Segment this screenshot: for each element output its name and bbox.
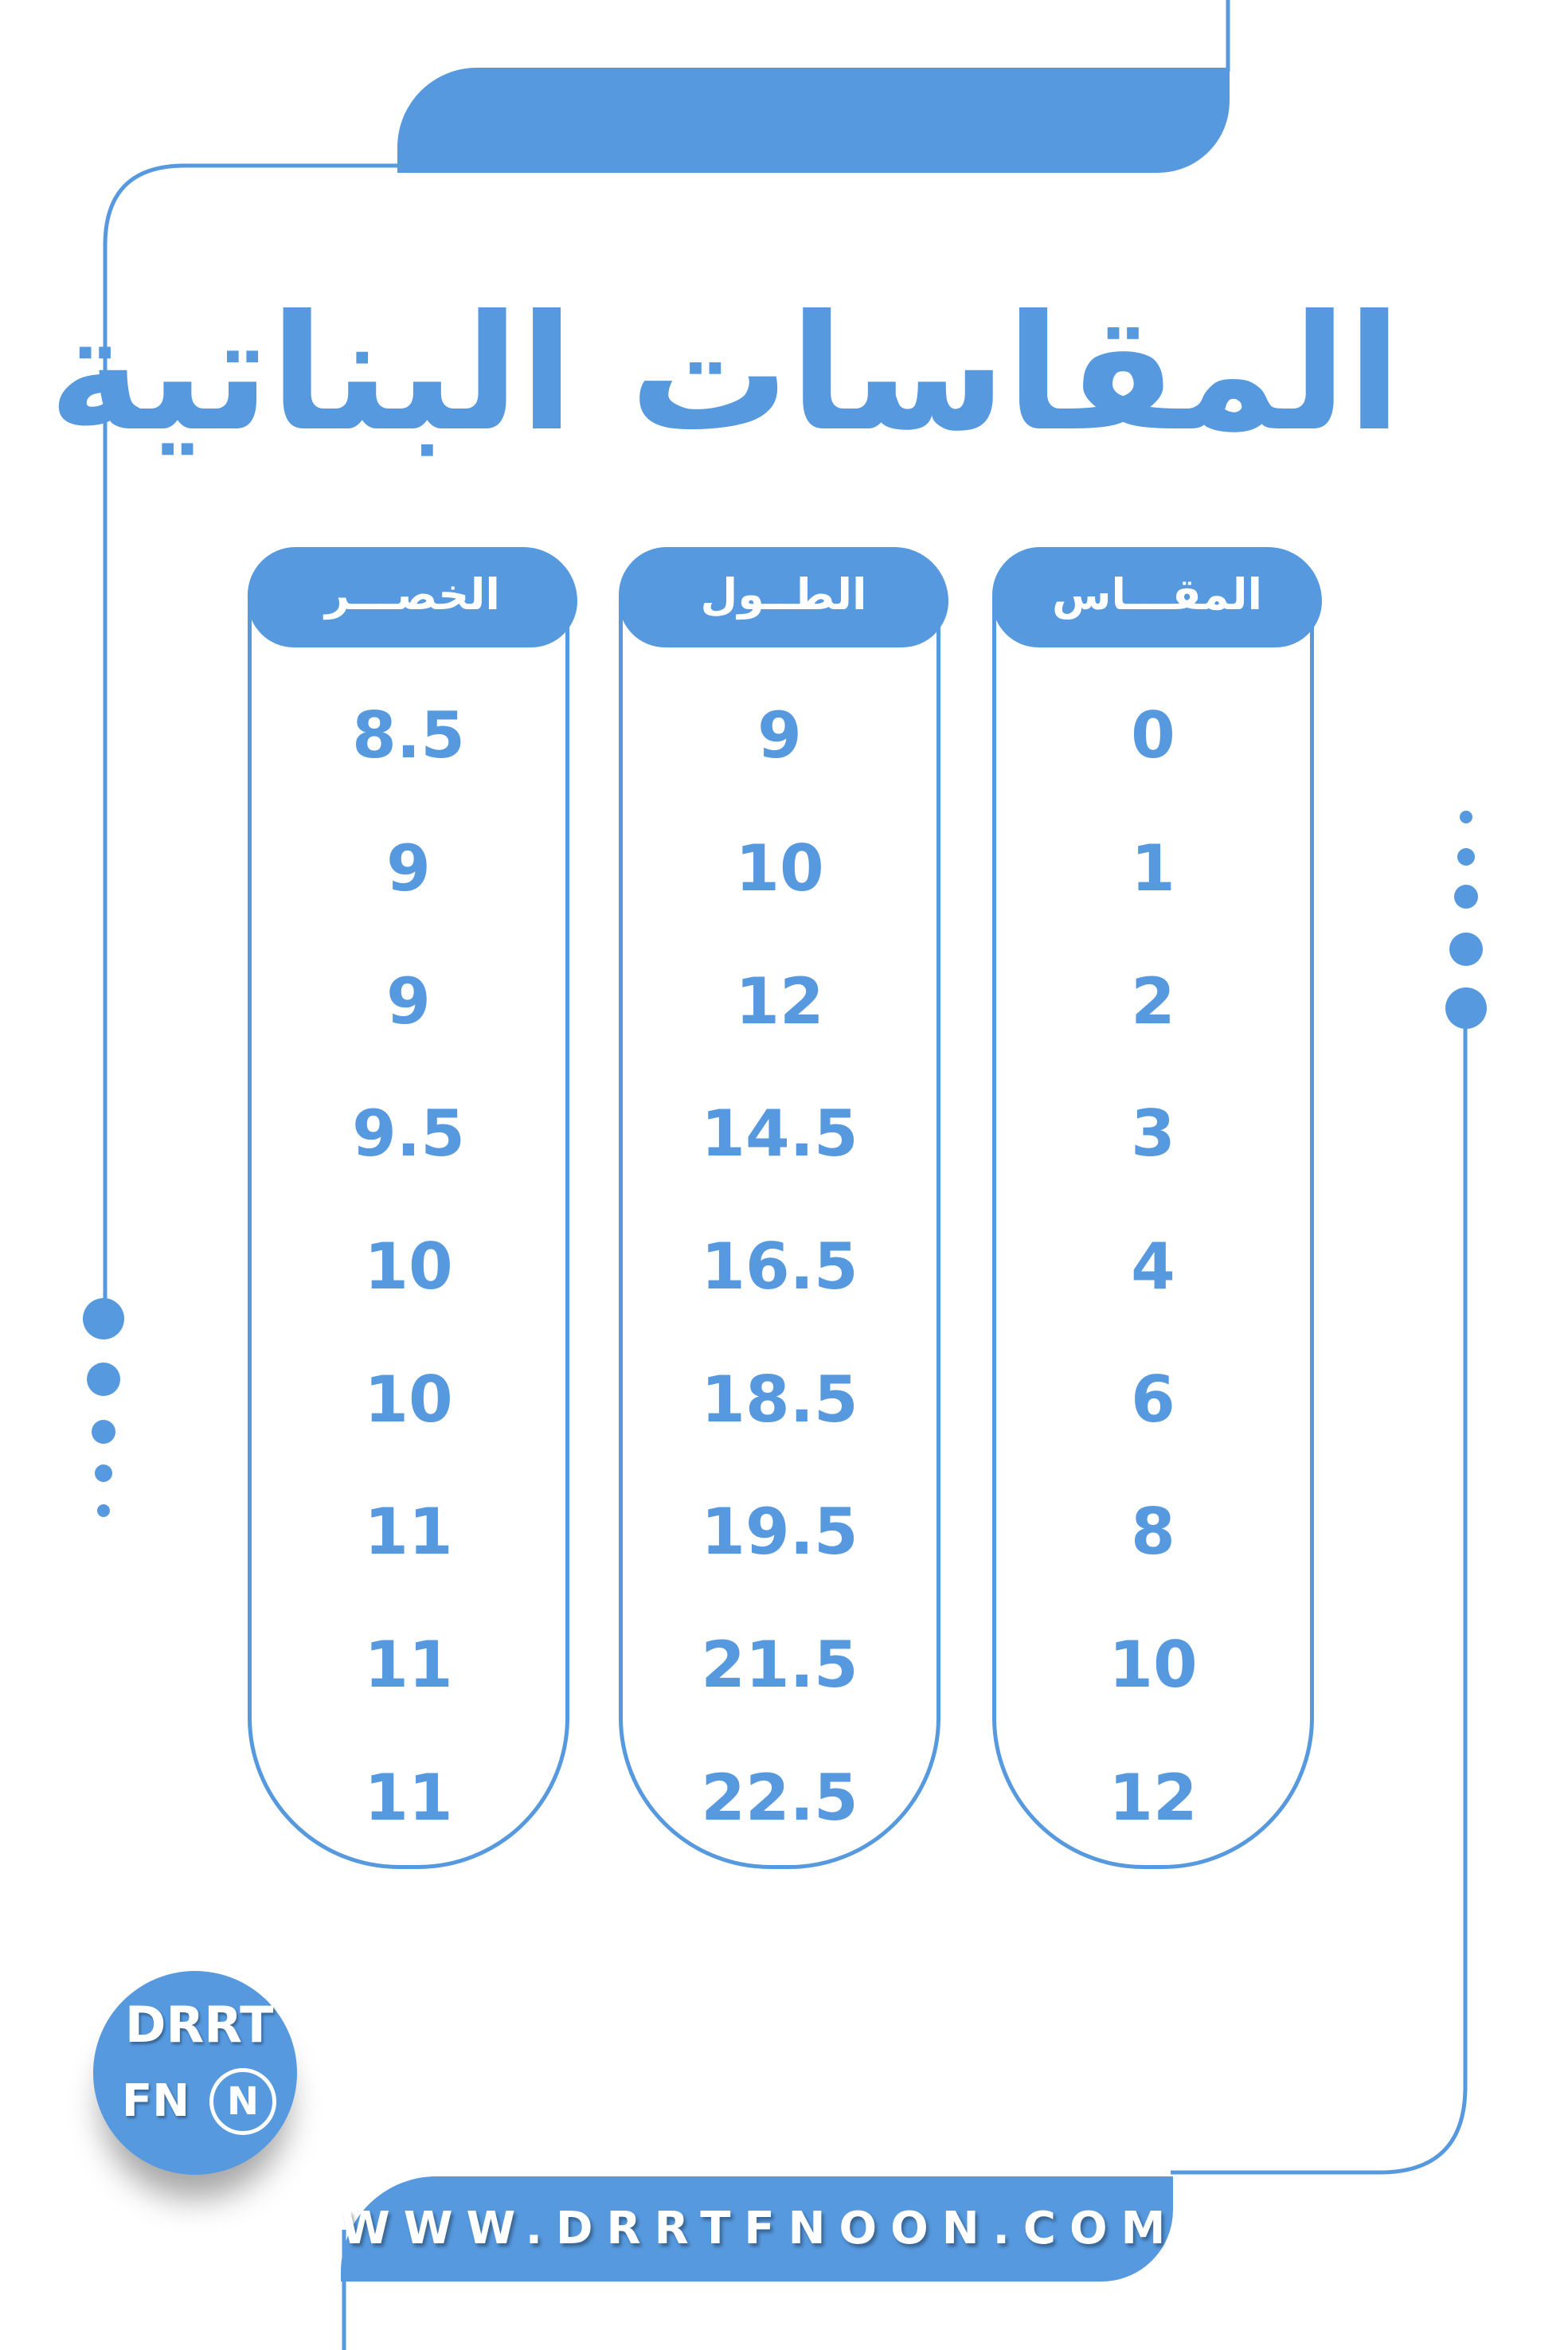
cell: 10 <box>1109 1628 1198 1702</box>
cell: 8 <box>1131 1495 1175 1569</box>
cell: 18.5 <box>701 1363 858 1437</box>
dot <box>97 1504 110 1517</box>
cell: 12 <box>1109 1761 1198 1835</box>
footer-banner <box>341 2176 1173 2282</box>
cell: 10 <box>364 1363 453 1437</box>
cell: 0 <box>1131 698 1175 772</box>
cell: 10 <box>364 1230 453 1304</box>
cell: 21.5 <box>701 1628 858 1702</box>
cell: 19.5 <box>701 1495 858 1569</box>
logo-ring: N <box>209 2068 276 2135</box>
column-header-size: المقـــاس <box>992 547 1322 647</box>
cell: 9 <box>386 831 431 905</box>
dot <box>1445 987 1487 1029</box>
dot <box>83 1298 124 1339</box>
page-title: المقاسات البناتية <box>48 281 1402 467</box>
cell: 4 <box>1131 1230 1175 1304</box>
cell: 9 <box>386 964 431 1038</box>
cell: 10 <box>735 831 824 905</box>
column-header-length: الطــول <box>619 547 948 647</box>
top-banner <box>397 68 1230 173</box>
website-url[interactable]: WWW.DRRTFNOON.COM <box>341 2203 1179 2254</box>
cell: 9.5 <box>352 1097 465 1171</box>
dot <box>1460 811 1472 823</box>
cell: 1 <box>1131 831 1175 905</box>
cell: 16.5 <box>701 1230 858 1304</box>
cell: 3 <box>1131 1097 1175 1171</box>
cell: 14.5 <box>701 1097 858 1171</box>
logo-text-top: DRRT <box>125 1996 274 2054</box>
column-header-waist: الخصـــر <box>248 547 577 647</box>
dot <box>1449 933 1483 966</box>
dot <box>1454 885 1478 909</box>
dot <box>1457 848 1475 866</box>
dot <box>87 1363 120 1396</box>
cell: 11 <box>364 1495 453 1569</box>
waist-column: الخصـــر 8.5 9 9 9.5 10 10 11 11 11 <box>248 547 577 1869</box>
cell: 6 <box>1131 1363 1175 1437</box>
cell: 11 <box>364 1628 453 1702</box>
brand-logo: DRRT FN N <box>93 1971 297 2175</box>
cell: 22.5 <box>701 1761 858 1835</box>
dot <box>95 1464 112 1482</box>
size-column: المقـــاس 0 1 2 3 4 6 8 10 12 <box>992 547 1322 1869</box>
dot <box>92 1420 115 1444</box>
length-column: الطــول 9 10 12 14.5 16.5 18.5 19.5 21.5… <box>619 547 948 1869</box>
cell: 2 <box>1131 964 1175 1038</box>
cell: 9 <box>757 698 802 772</box>
cell: 8.5 <box>352 698 465 772</box>
logo-text-bottom: FN <box>122 2075 190 2127</box>
cell: 12 <box>735 964 824 1038</box>
cell: 11 <box>364 1761 453 1835</box>
